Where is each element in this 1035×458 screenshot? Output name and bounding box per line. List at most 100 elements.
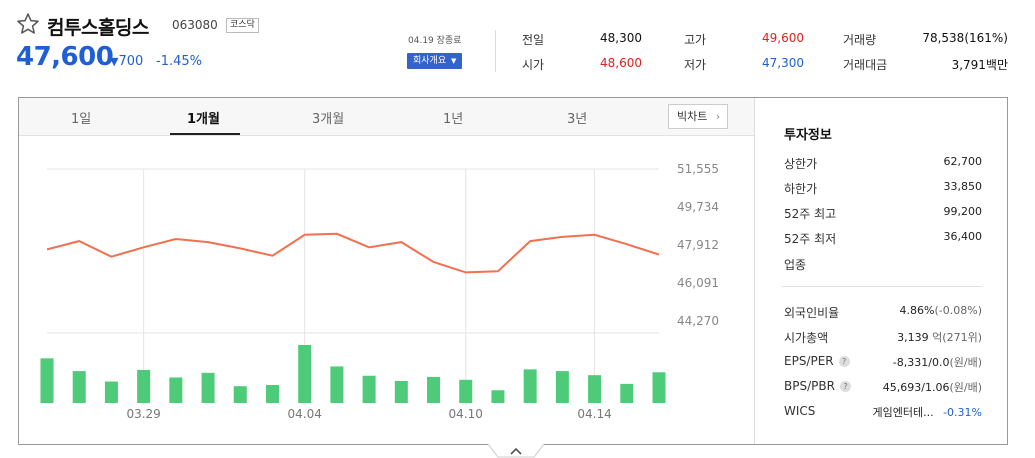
tab-1month[interactable]: 1개월 — [187, 108, 220, 127]
foreign-ratio-value: 4.86%(-0.08%) — [860, 304, 982, 317]
x-tick-label: 04.14 — [577, 407, 611, 421]
investment-title: 투자정보 — [784, 124, 832, 143]
eps-per-label: EPS/PER? — [784, 354, 850, 368]
price-chart[interactable]: 51,555 49,734 47,912 46,091 44,270 03.29 04.04… — [19, 137, 753, 437]
collapse-toggle[interactable] — [488, 444, 544, 458]
lower-limit-value: 33,850 — [900, 180, 982, 193]
high52-value: 99,200 — [900, 205, 982, 218]
market-closed-note: 04.19 장종료 — [408, 33, 461, 46]
y-tick-label: 44,270 — [677, 314, 719, 328]
volume-bar — [298, 345, 311, 403]
y-tick-label: 49,734 — [677, 200, 719, 214]
prev-close-label: 전일 — [522, 31, 544, 48]
y-tick-label: 51,555 — [677, 162, 719, 176]
bps-pbr-number: 45,693/1.06 — [883, 381, 950, 394]
volume-bar — [459, 380, 472, 403]
active-tab-underline — [170, 133, 240, 135]
x-tick-label: 03.29 — [126, 407, 160, 421]
x-tick-label: 04.04 — [288, 407, 322, 421]
low52-value: 36,400 — [900, 230, 982, 243]
volume-bar — [653, 372, 666, 403]
bps-pbr-value: 45,693/1.06(원/배) — [860, 379, 982, 395]
volume-bar — [524, 369, 537, 403]
amount-value: 3,791백만 — [898, 56, 1008, 73]
tab-3months[interactable]: 3개월 — [312, 108, 344, 127]
volume-bar — [395, 381, 408, 403]
section-divider — [782, 286, 982, 287]
upper-limit-value: 62,700 — [900, 155, 982, 168]
volume-bar — [234, 386, 247, 403]
foreign-ratio-number: 4.86% — [900, 304, 935, 317]
tab-1year[interactable]: 1년 — [443, 108, 463, 127]
lower-limit-label: 하한가 — [784, 180, 817, 197]
volume-bar — [620, 384, 633, 403]
foreign-ratio-label: 외국인비율 — [784, 304, 839, 321]
company-info-button[interactable]: 회사개요 ▼ — [407, 53, 462, 69]
company-info-label: 회사개요 — [413, 56, 446, 66]
price-change-value: 700 — [118, 54, 143, 69]
help-icon[interactable]: ? — [839, 356, 850, 367]
market-cap-number: 3,139 — [897, 331, 929, 344]
volume-bar — [73, 371, 86, 403]
x-tick-label: 04.10 — [449, 407, 483, 421]
market-cap-unit: 억(271위) — [932, 331, 982, 344]
favorite-star-icon[interactable] — [16, 12, 40, 36]
volume-label: 거래량 — [843, 31, 876, 48]
eps-per-number: -8,331/0.0 — [893, 356, 950, 369]
volume-bar — [330, 366, 343, 403]
low-label: 저가 — [684, 56, 706, 73]
y-tick-label: 47,912 — [677, 238, 719, 252]
volume-bar — [41, 358, 54, 403]
wics-label: WICS — [784, 404, 815, 418]
wics-change: -0.31% — [943, 406, 982, 419]
caret-down-icon: ▼ — [451, 57, 456, 65]
price-change: ▼700 — [110, 54, 143, 69]
eps-per-unit: (원/배) — [949, 356, 982, 369]
volume-bar — [556, 371, 569, 403]
wics-value: 게임엔터테... -0.31% — [850, 404, 982, 420]
chevron-right-icon: › — [716, 110, 720, 123]
stock-name: 컴투스홀딩스 — [47, 13, 149, 40]
bps-pbr-text: BPS/PBR — [784, 379, 835, 393]
market-cap-label: 시가총액 — [784, 329, 828, 346]
volume-bar — [202, 373, 215, 403]
price-line-series — [47, 234, 659, 273]
low-value: 47,300 — [752, 56, 804, 70]
foreign-ratio-change: (-0.08%) — [935, 304, 983, 317]
tab-3years[interactable]: 3년 — [567, 108, 587, 127]
volume-value: 78,538(161%) — [898, 31, 1008, 45]
prev-close-value: 48,300 — [590, 31, 642, 45]
stock-code: 063080 — [172, 18, 218, 32]
wics-sector-link[interactable]: 게임엔터테... — [872, 406, 933, 419]
bps-pbr-label: BPS/PBR? — [784, 379, 851, 393]
help-icon[interactable]: ? — [840, 381, 851, 392]
big-chart-button[interactable]: 빅차트 › — [668, 104, 728, 129]
volume-bar — [363, 376, 376, 403]
open-value: 48,600 — [590, 56, 642, 70]
volume-bar — [427, 377, 440, 403]
eps-per-text: EPS/PER — [784, 354, 834, 368]
tab-1day[interactable]: 1일 — [71, 108, 91, 127]
period-tabs: 1일 1개월 3개월 1년 3년 — [19, 98, 754, 136]
bps-pbr-unit: (원/배) — [949, 381, 982, 394]
volume-bar — [588, 375, 601, 403]
price-change-pct: -1.45% — [156, 54, 202, 69]
market-cap-value: 3,139 억(271위) — [860, 329, 982, 345]
high52-label: 52주 최고 — [784, 205, 836, 222]
low52-label: 52주 최저 — [784, 230, 836, 247]
high-value: 49,600 — [752, 31, 804, 45]
open-label: 시가 — [522, 56, 544, 73]
current-price: 47,600 — [16, 42, 113, 72]
market-badge: 코스닥 — [226, 18, 259, 33]
header-divider — [495, 30, 496, 72]
sidebar-divider — [754, 98, 755, 444]
eps-per-value: -8,331/0.0(원/배) — [860, 354, 982, 370]
amount-label: 거래대금 — [843, 56, 887, 73]
big-chart-label: 빅차트 — [677, 110, 707, 123]
sector-label: 업종 — [784, 256, 806, 273]
volume-bar — [266, 385, 279, 403]
volume-bar — [105, 382, 118, 403]
high-label: 고가 — [684, 31, 706, 48]
y-tick-label: 46,091 — [677, 276, 719, 290]
volume-bar — [137, 370, 150, 403]
